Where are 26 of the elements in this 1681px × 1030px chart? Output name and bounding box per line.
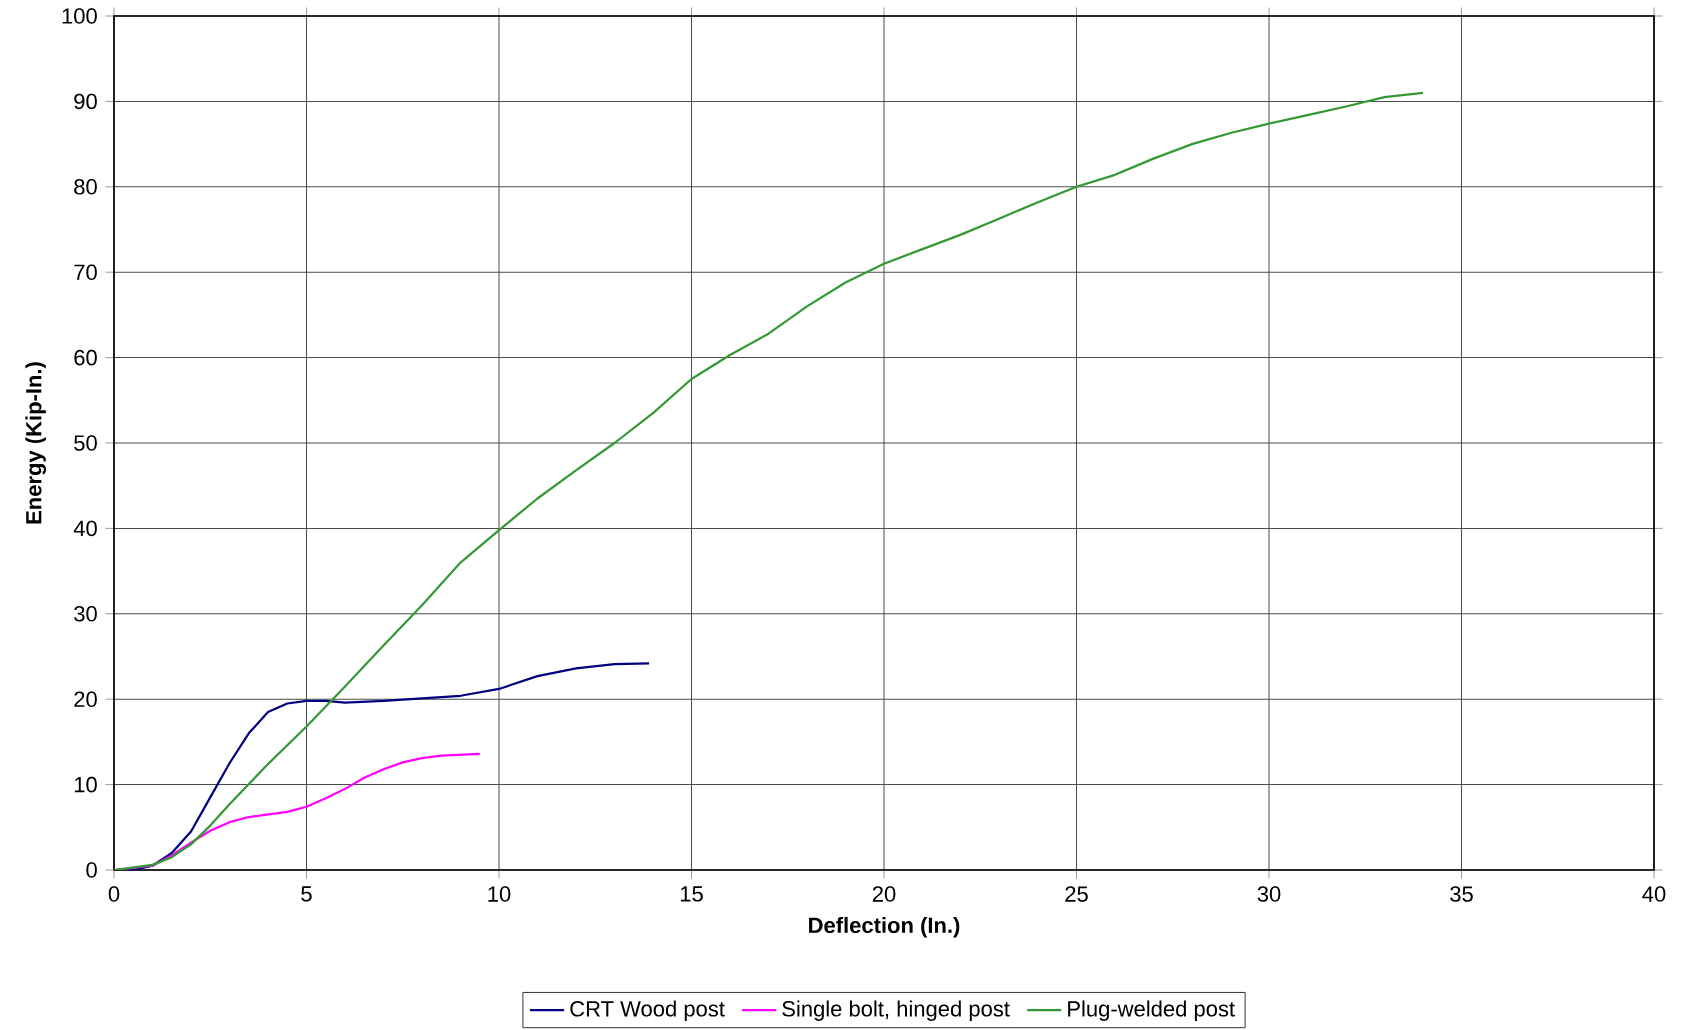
y-tick-label: 60: [74, 349, 97, 366]
y-tick-label: 70: [74, 264, 97, 280]
y-tick-label: 10: [74, 776, 97, 793]
x-axis-title: Deflection (In.): [809, 916, 960, 938]
y-tick-label: 80: [74, 179, 97, 195]
x-tick-label: 35: [1450, 886, 1473, 902]
y-tick-label: 50: [74, 435, 97, 451]
x-tick-label: 15: [680, 886, 703, 902]
x-tick-label: 5: [301, 886, 312, 902]
y-tick-label: 20: [74, 691, 97, 707]
legend-label: Single bolt, hinged post: [782, 1000, 1010, 1021]
line-series: [114, 91, 1425, 870]
y-axis-title: Energy (Kip-In.): [25, 362, 46, 524]
y-tick-label: 90: [74, 93, 97, 110]
x-tick-label: 40: [1642, 886, 1666, 902]
y-tick-label: 30: [74, 606, 97, 622]
x-tick-label: 20: [872, 886, 896, 902]
y-tick-label: 0: [86, 862, 97, 878]
x-tick-label: 10: [488, 886, 511, 902]
x-tick-label: 0: [108, 886, 120, 902]
x-tick-label: 25: [1065, 886, 1088, 902]
y-tick-label: 40: [73, 520, 97, 537]
legend-label: CRT Wood post: [570, 1000, 725, 1021]
y-tick-label: 100: [62, 8, 97, 24]
x-tick-label: 30: [1257, 886, 1281, 902]
legend-label: Plug-welded post: [1068, 1000, 1235, 1021]
